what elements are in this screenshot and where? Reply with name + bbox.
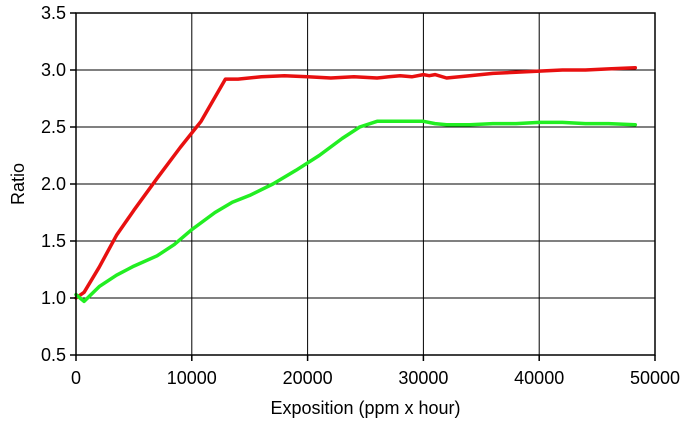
y-tick-label: 1.5 [41,231,66,251]
y-tick-label: 3.5 [41,3,66,23]
series-line-1 [74,65,638,300]
x-axis-title: Exposition (ppm x hour) [270,398,460,418]
y-tick-label: 2.0 [41,174,66,194]
y-tick-label: 2.5 [41,117,66,137]
y-tick-label: 1.0 [41,288,66,308]
x-tick-label: 30000 [398,368,448,388]
y-axis-title: Ratio [8,163,28,205]
axis-ticks: 0 10000 20000 30000 40000 50000 0.5 1.0 1.5 2.0 2.… [41,3,680,388]
x-tick-label: 50000 [630,368,680,388]
y-tick-label: 3.0 [41,60,66,80]
x-tick-label: 20000 [283,368,333,388]
x-tick-label: 0 [71,368,81,388]
y-tick-label: 0.5 [41,345,66,365]
series-layer [74,65,638,304]
series-line-2 [74,119,638,304]
x-tick-label: 10000 [167,368,217,388]
x-tick-label: 40000 [514,368,564,388]
